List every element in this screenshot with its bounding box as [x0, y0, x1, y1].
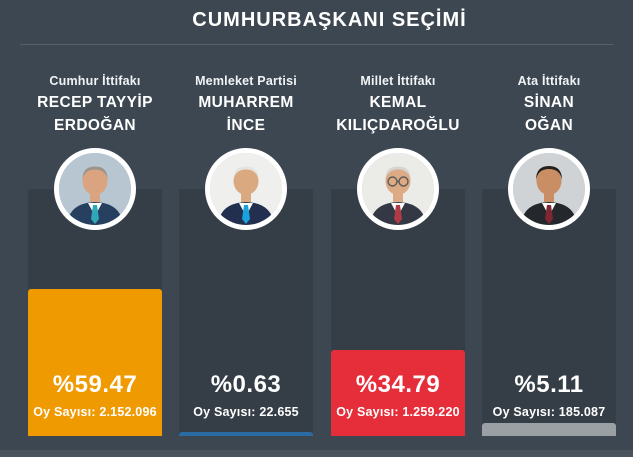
vote-count: Oy Sayısı: 185.087 — [492, 405, 606, 419]
alliance-label: Ata İttifakı — [517, 74, 581, 88]
vote-panel: %34.79 Oy Sayısı: 1.259.220 — [331, 189, 465, 436]
party-label: Memleket Partisi — [195, 74, 297, 88]
candidate-name: RECEP TAYYİP ERDOĞAN — [37, 94, 153, 134]
vote-bar — [331, 350, 465, 436]
vote-panel: %59.47 Oy Sayısı: 2.152.096 — [28, 189, 162, 436]
vote-bar — [482, 423, 616, 436]
candidate-column-kilicdaroglu: Millet İttifakı KEMAL KILIÇDAROĞLU %34.7… — [331, 60, 465, 445]
divider — [20, 44, 613, 45]
candidate-column-ogan: Ata İttifakı SİNAN OĞAN %5.11 Oy Sayısı:… — [482, 60, 616, 445]
candidate-portrait — [205, 148, 287, 230]
vote-count: Oy Sayısı: 2.152.096 — [33, 405, 157, 419]
vote-bar — [179, 432, 313, 436]
vote-count: Oy Sayısı: 22.655 — [193, 405, 299, 419]
vote-panel: %0.63 Oy Sayısı: 22.655 — [179, 189, 313, 436]
vote-bar — [28, 289, 162, 436]
vote-percentage: %0.63 — [210, 371, 282, 398]
candidate-column-erdogan: Cumhur İttifakı RECEP TAYYİP ERDOĞAN %59… — [28, 60, 162, 445]
candidate-portrait — [508, 148, 590, 230]
vote-percentage: %34.79 — [355, 371, 441, 398]
portrait-illustration-icon — [513, 153, 585, 225]
vote-percentage: %5.11 — [514, 371, 584, 398]
portrait-illustration-icon — [59, 153, 131, 225]
candidate-name: MUHARREM İNCE — [198, 94, 294, 134]
candidate-portrait — [357, 148, 439, 230]
candidate-name: SİNAN OĞAN — [523, 94, 575, 134]
candidate-portrait — [54, 148, 136, 230]
portrait-illustration-icon — [210, 153, 282, 225]
footer-strip — [0, 450, 633, 457]
vote-count: Oy Sayısı: 1.259.220 — [336, 405, 460, 419]
candidate-name: KEMAL KILIÇDAROĞLU — [336, 94, 460, 134]
candidate-column-ince: Memleket Partisi MUHARREM İNCE %0.63 Oy … — [179, 60, 313, 445]
alliance-label: Millet İttifakı — [360, 74, 436, 88]
alliance-label: Cumhur İttifakı — [49, 74, 141, 88]
portrait-illustration-icon — [362, 153, 434, 225]
page-title: CUMHURBAŞKANI SEÇİMİ — [192, 9, 467, 31]
vote-percentage: %59.47 — [52, 371, 138, 398]
vote-panel: %5.11 Oy Sayısı: 185.087 — [482, 189, 616, 436]
